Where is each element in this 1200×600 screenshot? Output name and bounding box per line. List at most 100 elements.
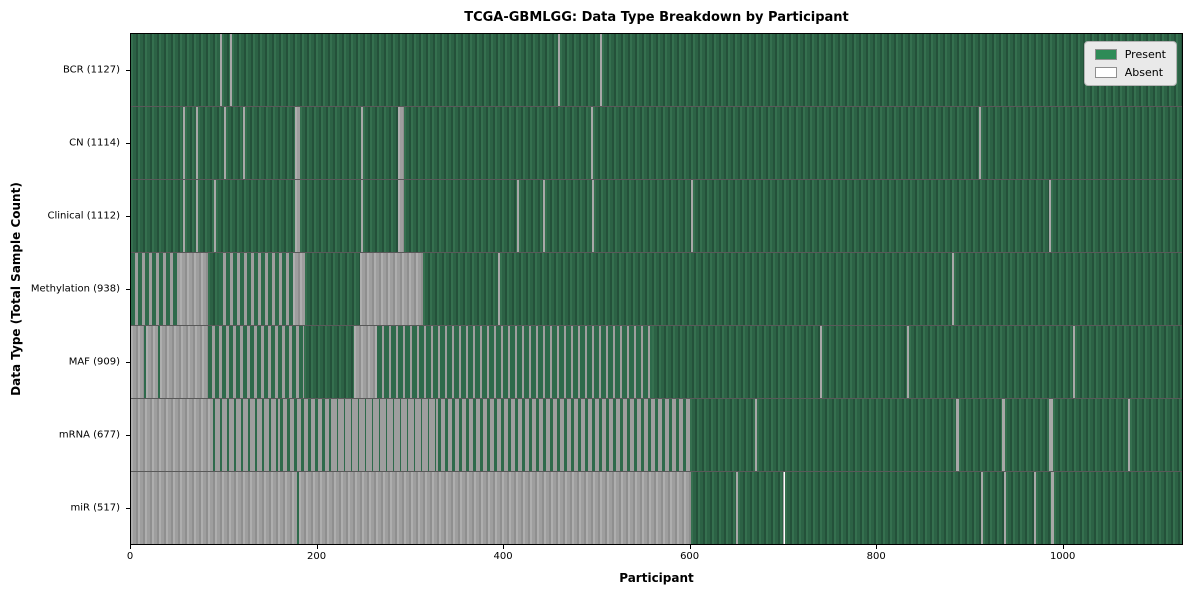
segment-present — [131, 34, 221, 106]
segment-absent — [145, 326, 158, 398]
y-tick-label-bcr: BCR (1127) — [62, 64, 120, 76]
x-tick-mark — [876, 545, 878, 549]
segment-present — [198, 180, 214, 252]
segment-present — [593, 180, 692, 252]
segment-absent — [294, 107, 301, 179]
segment-absent — [159, 326, 209, 398]
heatmap-row-mir — [131, 472, 1182, 544]
segment-absent — [180, 253, 209, 325]
segment-present — [982, 472, 1005, 544]
segment-present — [652, 326, 820, 398]
segment-absent — [590, 107, 593, 179]
segment-present — [689, 399, 755, 471]
heatmap-row-mrna — [131, 399, 1182, 472]
segment-absent — [600, 34, 603, 106]
segment-present — [403, 180, 518, 252]
segment-absent — [196, 107, 199, 179]
plot-area: Present Absent — [130, 33, 1183, 545]
segment-present — [222, 34, 230, 106]
segment-present — [184, 107, 197, 179]
heatmap-row-maf — [131, 326, 1182, 399]
segment-absent — [979, 107, 981, 179]
segment-present — [157, 326, 160, 398]
x-tick-mark — [130, 545, 131, 549]
segment-absent — [360, 107, 363, 179]
segment-absent — [360, 253, 424, 325]
segment-absent — [1073, 326, 1075, 398]
segment-absent — [1033, 472, 1036, 544]
segment-present — [756, 399, 956, 471]
x-tick-mark — [689, 545, 691, 549]
segment-present — [1074, 326, 1182, 398]
segment-present — [184, 180, 197, 252]
segment-present — [499, 253, 953, 325]
x-axis-label: Participant — [619, 571, 694, 585]
heatmap-row-bcr — [131, 34, 1182, 107]
segment-absent — [591, 180, 594, 252]
segment-present — [362, 107, 399, 179]
segment-absent — [754, 399, 757, 471]
segment-present — [300, 107, 361, 179]
segment-present — [592, 107, 980, 179]
heatmap-rows — [131, 34, 1182, 544]
segment-present — [519, 180, 544, 252]
segment-absent — [354, 326, 377, 398]
segment-present — [784, 472, 981, 544]
segment-present — [198, 107, 225, 179]
x-tick-label-400: 400 — [493, 551, 513, 562]
heatmap-row-cn — [131, 107, 1182, 180]
segment-present — [225, 107, 243, 179]
y-tick-mark — [126, 362, 130, 364]
segment-present — [304, 326, 355, 398]
segment-present — [300, 180, 361, 252]
segment-mixed — [376, 326, 653, 398]
legend: Present Absent — [1083, 41, 1177, 86]
y-tick-mark — [126, 69, 130, 71]
segment-present — [305, 253, 360, 325]
segment-present — [909, 326, 1074, 398]
segment-present — [131, 107, 184, 179]
segment-present — [1050, 180, 1182, 252]
legend-swatch-present — [1094, 49, 1117, 60]
segment-present — [560, 34, 601, 106]
segment-absent — [292, 253, 306, 325]
segment-absent — [1048, 180, 1051, 252]
segment-absent — [242, 107, 245, 179]
segment-absent — [131, 326, 145, 398]
segment-present — [1053, 472, 1182, 544]
segment-absent — [819, 326, 822, 398]
x-tick-label-600: 600 — [680, 551, 700, 562]
y-tick-mark — [126, 435, 130, 437]
y-tick-label-mrna: mRNA (677) — [58, 429, 120, 441]
segment-mixed — [212, 399, 280, 471]
y-tick-mark — [126, 142, 130, 144]
segment-present — [403, 107, 591, 179]
y-tick-label-cn: CN (1114) — [69, 137, 120, 149]
heatmap-row-clinical — [131, 180, 1182, 253]
segment-present — [215, 180, 295, 252]
y-tick-mark — [126, 289, 130, 290]
segment-absent — [398, 107, 404, 179]
segment-absent — [543, 180, 546, 252]
segment-present — [423, 253, 498, 325]
segment-present — [1129, 399, 1182, 471]
segment-present — [296, 472, 299, 544]
segment-present — [1005, 399, 1049, 471]
segment-absent — [980, 472, 983, 544]
y-axis: BCR (1127) CN (1114) Clinical (1112) Methyl… — [0, 33, 130, 545]
segment-absent — [220, 34, 223, 106]
segment-absent — [955, 399, 959, 471]
y-tick-label-methylation: Methylation (938) — [30, 283, 120, 295]
segment-absent — [398, 180, 404, 252]
segment-absent — [907, 326, 910, 398]
y-tick-mark — [126, 215, 130, 217]
segment-present — [1052, 399, 1128, 471]
legend-label-absent: Absent — [1124, 66, 1164, 79]
segment-absent — [298, 472, 692, 544]
segment-absent — [294, 180, 301, 252]
segment-absent — [691, 180, 694, 252]
segment-absent — [558, 34, 561, 106]
segment-present — [545, 180, 592, 252]
heatmap-row-methylation — [131, 253, 1182, 326]
